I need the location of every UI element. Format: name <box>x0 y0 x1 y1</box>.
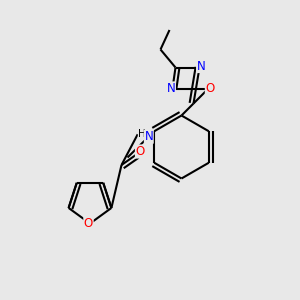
Text: H: H <box>138 129 146 139</box>
Text: O: O <box>136 145 145 158</box>
Text: N: N <box>167 82 176 95</box>
Text: O: O <box>84 217 93 230</box>
Text: N: N <box>196 59 206 73</box>
Text: N: N <box>144 130 153 143</box>
Text: O: O <box>206 82 214 95</box>
